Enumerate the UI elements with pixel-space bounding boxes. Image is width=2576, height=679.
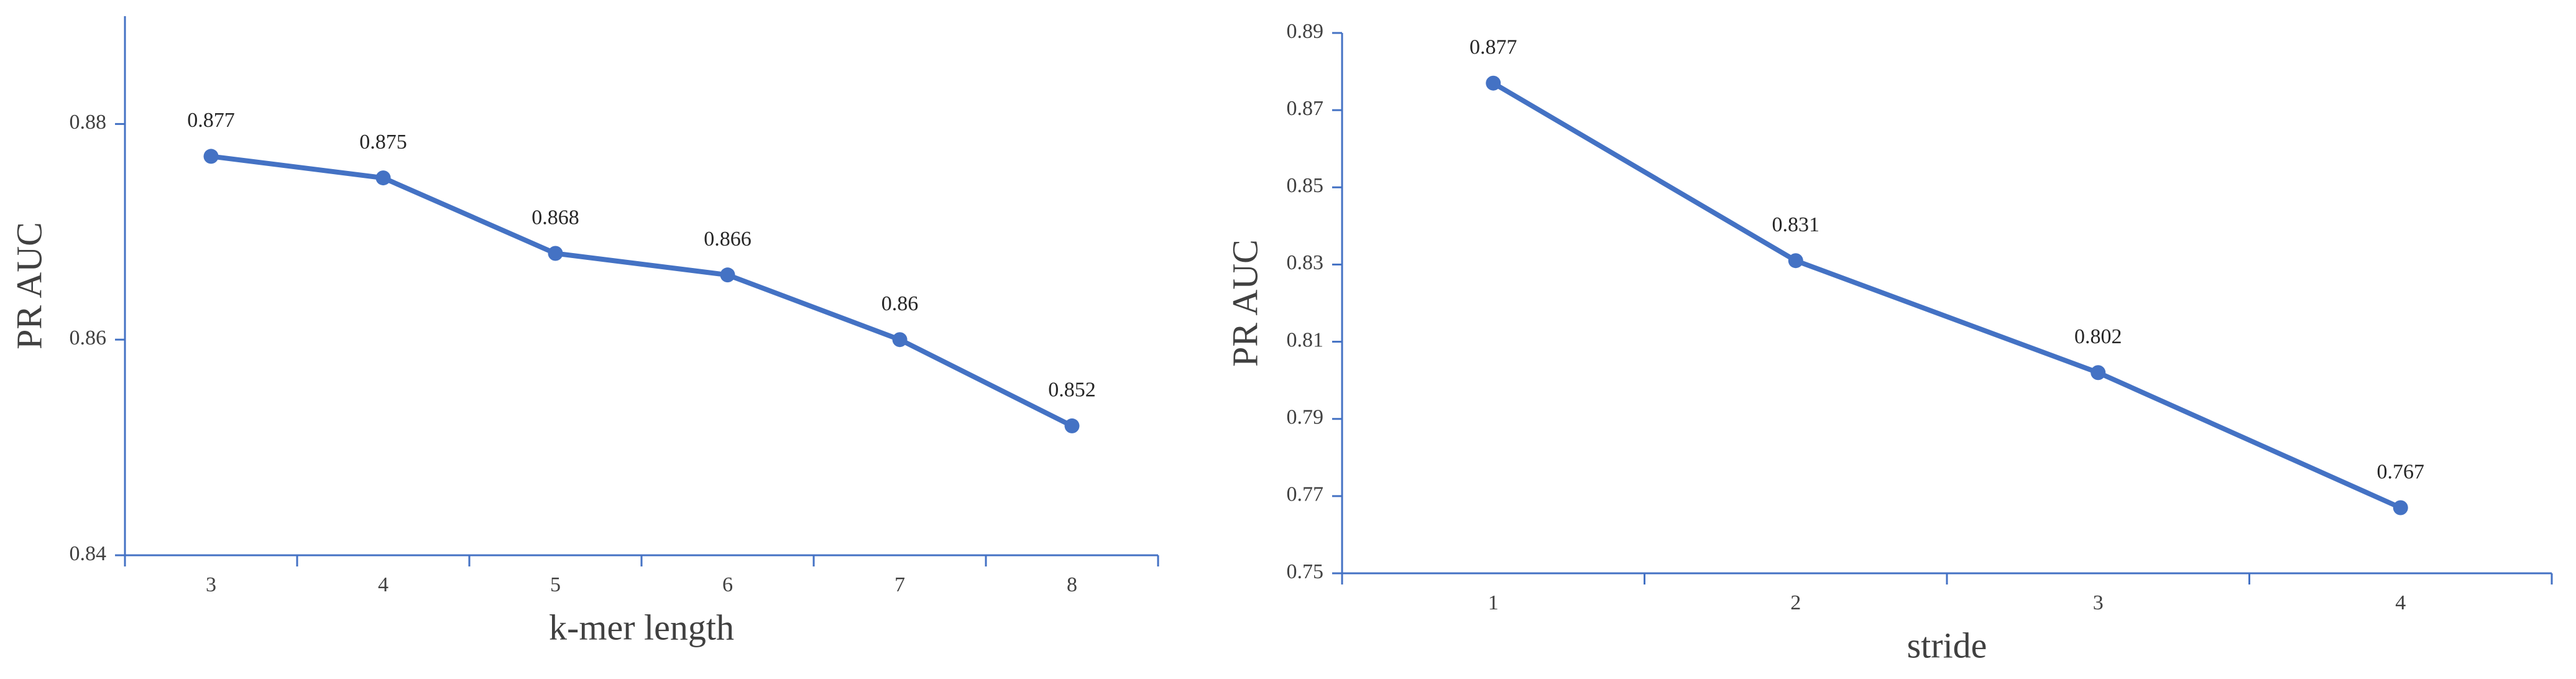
x-tick-label: 2 [1790, 591, 1801, 614]
y-axis-title: PR AUC [9, 222, 49, 349]
value-label: 0.868 [531, 206, 579, 229]
x-tick-label: 6 [722, 573, 733, 596]
y-tick-label: 0.85 [1287, 174, 1324, 197]
marker [2393, 500, 2408, 515]
x-tick-label: 4 [378, 573, 389, 596]
x-tick-label: 4 [2395, 591, 2406, 614]
y-tick-label: 0.77 [1287, 483, 1324, 506]
y-tick-label: 0.75 [1287, 560, 1324, 583]
y-tick-label: 0.83 [1287, 251, 1324, 274]
y-tick-label: 0.79 [1287, 406, 1324, 429]
x-tick-label: 3 [206, 573, 216, 596]
value-label: 0.831 [1772, 213, 1820, 236]
value-label: 0.875 [359, 131, 407, 154]
x-tick-label: 3 [2093, 591, 2104, 614]
marker [720, 267, 735, 283]
y-tick-label: 0.86 [70, 326, 107, 349]
y-axis-title: PR AUC [1225, 239, 1265, 367]
marker [2091, 365, 2106, 381]
marker [203, 149, 219, 164]
value-label: 0.877 [187, 109, 235, 132]
marker [1064, 418, 1080, 433]
marker [375, 170, 391, 186]
y-tick-label: 0.88 [70, 111, 107, 134]
x-tick-label: 5 [550, 573, 561, 596]
x-tick-label: 1 [1488, 591, 1499, 614]
x-axis-title: stride [1907, 625, 1987, 665]
value-label: 0.866 [704, 228, 752, 251]
marker [892, 332, 908, 348]
value-label: 0.852 [1048, 379, 1096, 402]
marker [1788, 253, 1803, 269]
line [1492, 81, 2402, 510]
x-tick-label: 8 [1067, 573, 1077, 596]
y-tick-label: 0.87 [1287, 97, 1324, 120]
y-tick-label: 0.81 [1287, 328, 1324, 351]
value-label: 0.767 [2377, 460, 2425, 483]
line [211, 154, 1074, 428]
value-label: 0.802 [2074, 325, 2122, 348]
marker [1486, 75, 1501, 91]
x-tick-label: 7 [895, 573, 905, 596]
value-label: 0.86 [881, 292, 919, 315]
x-axis-title: k-mer length [549, 607, 734, 647]
value-label: 0.877 [1470, 35, 1517, 58]
marker [548, 246, 563, 261]
y-tick-label: 0.84 [70, 542, 107, 565]
y-tick-label: 0.89 [1287, 20, 1324, 43]
